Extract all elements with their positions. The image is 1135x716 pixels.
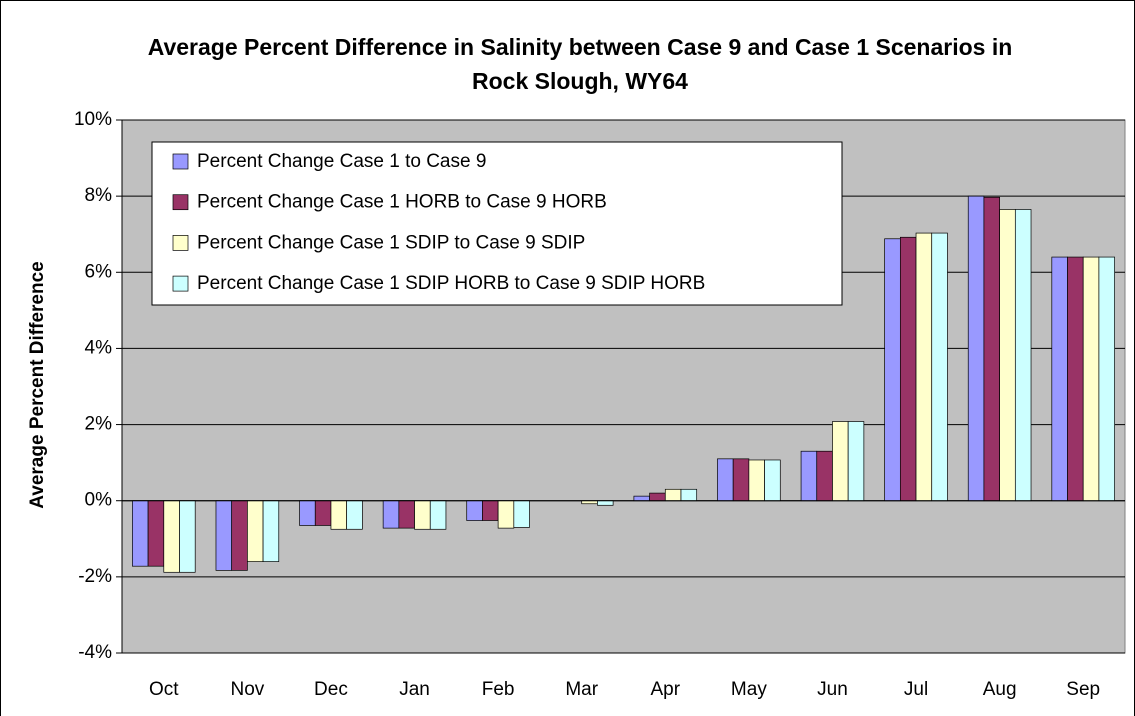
bar: [597, 500, 614, 506]
bar: [299, 500, 316, 526]
y-tick-label: -2%: [78, 566, 112, 587]
x-tick-label: Aug: [983, 679, 1017, 700]
bar: [414, 500, 431, 530]
bar: [967, 195, 985, 502]
legend-swatch: [172, 235, 189, 251]
bar: [732, 458, 750, 502]
y-axis-label: Average Percent Difference: [27, 261, 48, 508]
bar: [633, 495, 650, 502]
bar: [999, 209, 1016, 502]
bar: [497, 500, 515, 529]
bar: [1082, 256, 1100, 502]
bar: [262, 500, 280, 562]
x-tick-label: May: [731, 679, 767, 700]
bar: [398, 500, 415, 529]
bar: [132, 500, 149, 567]
y-tick-label: 0%: [85, 490, 113, 511]
bar: [382, 500, 400, 529]
bar: [816, 450, 833, 502]
y-tick-label: 6%: [85, 261, 113, 282]
bar: [884, 238, 901, 502]
bar: [314, 500, 332, 526]
bar: [346, 500, 363, 530]
y-tick-label: 8%: [85, 185, 113, 206]
legend-swatch: [172, 275, 189, 292]
legend-swatch: [172, 194, 189, 211]
bar: [513, 500, 530, 528]
legend-label: Percent Change Case 1 HORB to Case 9 HOR…: [197, 192, 607, 213]
bar: [1098, 256, 1115, 502]
bar: [649, 492, 666, 502]
x-tick-label: Dec: [314, 679, 348, 700]
bar: [482, 500, 499, 521]
bar: [748, 459, 765, 502]
x-tick-label: Jan: [399, 679, 430, 700]
y-tick-label: 10%: [74, 109, 112, 130]
bar: [717, 458, 734, 502]
bar: [466, 500, 483, 521]
legend-swatch: [172, 153, 189, 170]
bar: [680, 488, 698, 502]
bar: [215, 500, 233, 571]
bar: [847, 421, 865, 502]
bar: [1051, 256, 1068, 502]
bar: [800, 450, 818, 502]
bar: [179, 500, 196, 573]
bar: [1067, 256, 1084, 502]
x-tick-label: Oct: [149, 679, 179, 700]
x-tick-label: Feb: [482, 679, 515, 700]
bar: [983, 196, 1000, 502]
bar: [1014, 209, 1032, 502]
bar: [231, 500, 248, 571]
legend-label: Percent Change Case 1 SDIP HORB to Case …: [197, 273, 705, 294]
y-tick-label: -4%: [78, 642, 112, 663]
x-tick-label: Jun: [817, 679, 848, 700]
bar: [429, 500, 447, 530]
bar: [915, 232, 933, 502]
x-tick-label: Sep: [1066, 679, 1100, 700]
bar: [163, 500, 180, 573]
bar: [931, 232, 948, 502]
x-tick-label: Jul: [904, 679, 928, 700]
bar: [664, 488, 682, 502]
x-tick-label: Apr: [651, 679, 681, 700]
bar: [147, 500, 165, 567]
y-tick-label: 2%: [85, 414, 113, 435]
x-tick-label: Mar: [565, 679, 598, 700]
bar: [832, 421, 849, 502]
x-tick-label: Nov: [230, 679, 264, 700]
legend-label: Percent Change Case 1 to Case 9: [197, 151, 486, 172]
chart-title: Average Percent Difference in Salinity b…: [147, 34, 1013, 94]
bar: [899, 236, 917, 502]
bar: [247, 500, 264, 562]
y-tick-label: 4%: [85, 337, 113, 358]
legend-box: [151, 141, 843, 306]
legend-label: Percent Change Case 1 SDIP to Case 9 SDI…: [197, 232, 585, 253]
bar: [764, 459, 781, 502]
bar: [330, 500, 348, 530]
